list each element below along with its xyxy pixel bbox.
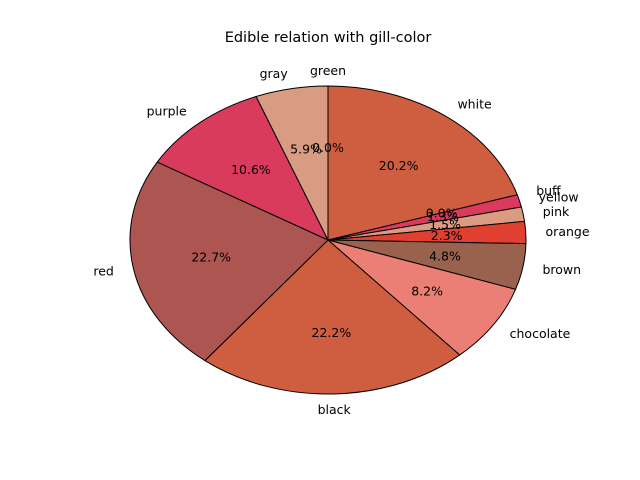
pie-category-label-purple: purple: [147, 104, 187, 119]
pie-category-label-chocolate: chocolate: [510, 326, 571, 341]
pie-category-label-red: red: [93, 264, 114, 279]
pie-percent-labels: 0.0%20.2%0.0%1.3%1.5%2.3%4.8%8.2%22.2%22…: [191, 140, 462, 340]
pie-pct-label-green: 0.0%: [312, 140, 344, 155]
pie-slice-red: [129, 161, 329, 362]
pie-slice-white: [327, 85, 518, 241]
chart-title: Edible relation with gill-color: [225, 30, 432, 46]
pie-category-label-brown: brown: [542, 262, 581, 277]
pie-category-label-white: white: [457, 96, 492, 111]
pie-pct-label-red: 22.7%: [191, 249, 231, 264]
pie-pct-label-purple: 10.6%: [231, 162, 271, 177]
pie-pct-label-gray: 5.9%: [290, 142, 322, 157]
pie-pct-label-yellow: 1.3%: [427, 209, 459, 224]
pie-pct-label-black: 22.2%: [312, 325, 352, 340]
pie-pct-label-pink: 1.5%: [429, 217, 461, 232]
pie-slice-purple: [156, 96, 329, 241]
pie-pct-label-white: 20.2%: [379, 158, 419, 173]
pie-category-label-pink: pink: [543, 204, 570, 219]
pie-category-label-black: black: [318, 402, 352, 417]
pie-slices: [129, 85, 527, 395]
pie-slice-chocolate: [327, 239, 517, 356]
pie-category-label-buff: buff: [536, 183, 561, 198]
pie-category-label-yellow: yellow: [539, 189, 579, 204]
pie-pct-label-orange: 2.3%: [431, 228, 463, 243]
pie-category-label-green: green: [310, 63, 346, 78]
pie-category-label-gray: gray: [260, 66, 289, 81]
pie-pct-label-chocolate: 8.2%: [411, 283, 443, 298]
pie-slice-black: [204, 239, 461, 395]
pie-slice-gray: [255, 85, 329, 241]
pie-pct-label-buff: 0.0%: [426, 205, 458, 220]
pie-category-label-orange: orange: [546, 224, 590, 239]
pie-pct-label-brown: 4.8%: [429, 249, 461, 264]
